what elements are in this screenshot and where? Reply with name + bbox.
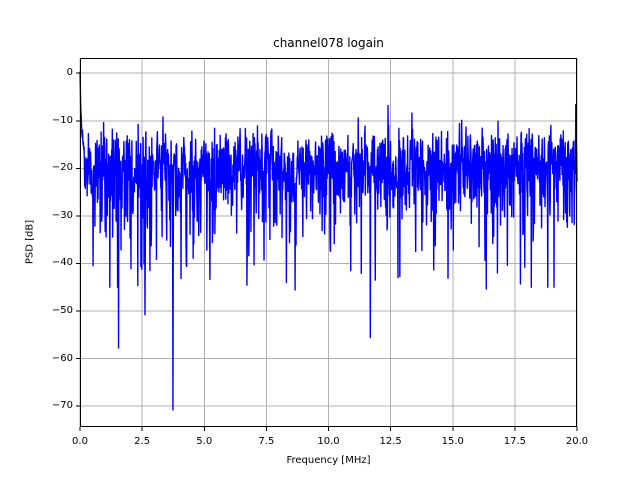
x-tick-label: 10.0	[317, 436, 340, 447]
y-tick-label: −70	[51, 400, 73, 412]
x-tick-label: 2.5	[134, 436, 151, 447]
x-tick-label: 7.5	[258, 436, 275, 447]
y-tick-label: −50	[51, 304, 73, 316]
x-tick-label: 12.5	[379, 436, 402, 447]
x-tick-label: 0.0	[72, 436, 88, 447]
x-axis-label: Frequency [MHz]	[286, 455, 371, 466]
chart-title: channel078 logain	[273, 36, 384, 50]
plot-canvas	[76, 58, 578, 431]
y-tick-label: −40	[51, 257, 73, 269]
y-tick-label: −60	[51, 352, 73, 364]
x-tick-label: 20.0	[565, 436, 589, 447]
plot-area	[76, 58, 578, 431]
y-tick-label: −10	[51, 114, 73, 126]
y-tick-label: −30	[51, 209, 73, 221]
psd-series-line	[79, 71, 578, 411]
x-tick-label: 17.5	[503, 436, 527, 447]
x-tick-label: 15.0	[441, 436, 464, 447]
x-tick-label: 5.0	[196, 436, 213, 447]
axes-spines	[80, 58, 577, 427]
y-tick-label: −20	[51, 162, 73, 174]
y-tick-label: 0	[66, 67, 73, 79]
